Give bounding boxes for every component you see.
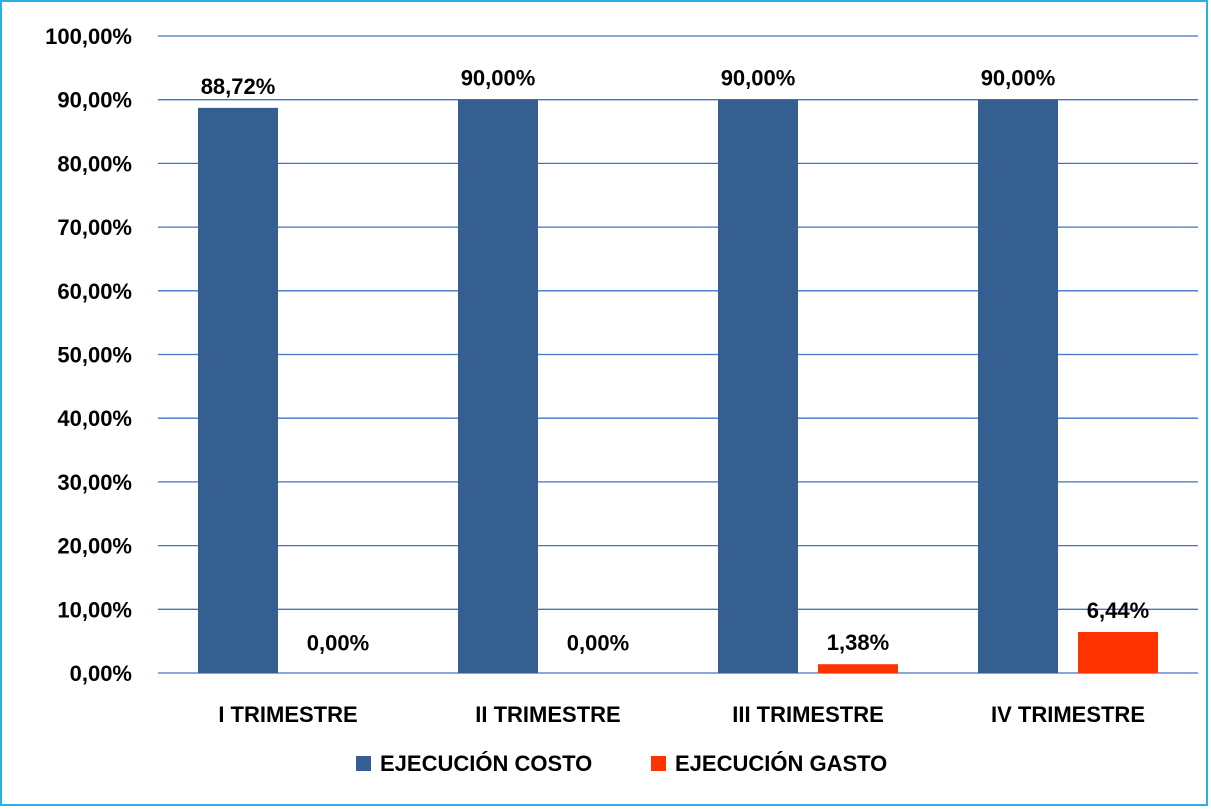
legend-swatch-series-1 <box>356 756 371 771</box>
y-tick-label: 50,00% <box>57 343 132 368</box>
bar-series-1 <box>978 99 1058 673</box>
data-label-series-1: 90,00% <box>461 66 536 91</box>
data-label-series-1: 90,00% <box>721 66 796 91</box>
data-label-series-2: 0,00% <box>307 630 369 655</box>
y-tick-label: 10,00% <box>57 597 132 622</box>
legend: EJECUCIÓN COSTO EJECUCIÓN GASTO <box>356 751 887 776</box>
legend-label-series-1: EJECUCIÓN COSTO <box>380 751 592 776</box>
x-category-label: III TRIMESTRE <box>732 702 884 727</box>
data-label-series-2: 1,38% <box>827 630 889 655</box>
data-label-series-2: 6,44% <box>1087 598 1149 623</box>
bar-series-1 <box>198 107 278 674</box>
y-tick-label: 30,00% <box>57 470 132 495</box>
y-tick-label: 70,00% <box>57 215 132 240</box>
data-label-series-1: 88,72% <box>201 74 276 99</box>
y-tick-label: 90,00% <box>57 88 132 113</box>
data-label-series-2: 0,00% <box>567 630 629 655</box>
legend-label-series-2: EJECUCIÓN GASTO <box>675 751 887 776</box>
y-tick-label: 40,00% <box>57 406 132 431</box>
bar-series-2 <box>1078 631 1158 673</box>
bar-series-1 <box>718 99 798 673</box>
x-category-label: I TRIMESTRE <box>218 702 357 727</box>
y-tick-label: 80,00% <box>57 151 132 176</box>
y-tick-label: 20,00% <box>57 534 132 559</box>
y-tick-label: 100,00% <box>45 24 132 49</box>
y-tick-label: 0,00% <box>70 661 132 686</box>
bars <box>198 99 1158 674</box>
x-axis-categories: I TRIMESTRE II TRIMESTRE III TRIMESTRE IV T… <box>218 702 1145 727</box>
bar-series-2 <box>818 664 898 673</box>
y-axis-ticks: 0,00% 10,00% 20,00% 30,00% 40,00% 50,00% 60,00… <box>45 24 132 686</box>
legend-swatch-series-2 <box>651 756 666 771</box>
data-label-series-1: 90,00% <box>981 66 1056 91</box>
data-labels: 88,72% 90,00% 90,00% 90,00% 0,00% 0,00% 1,38% 6… <box>201 66 1150 656</box>
bar-series-1 <box>458 99 538 673</box>
x-category-label: IV TRIMESTRE <box>991 702 1145 727</box>
x-category-label: II TRIMESTRE <box>475 702 620 727</box>
y-tick-label: 60,00% <box>57 279 132 304</box>
